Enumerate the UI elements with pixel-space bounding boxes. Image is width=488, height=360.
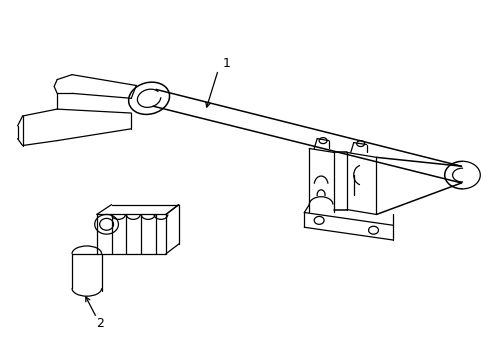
- Text: 2: 2: [96, 317, 103, 330]
- Text: 1: 1: [222, 57, 230, 70]
